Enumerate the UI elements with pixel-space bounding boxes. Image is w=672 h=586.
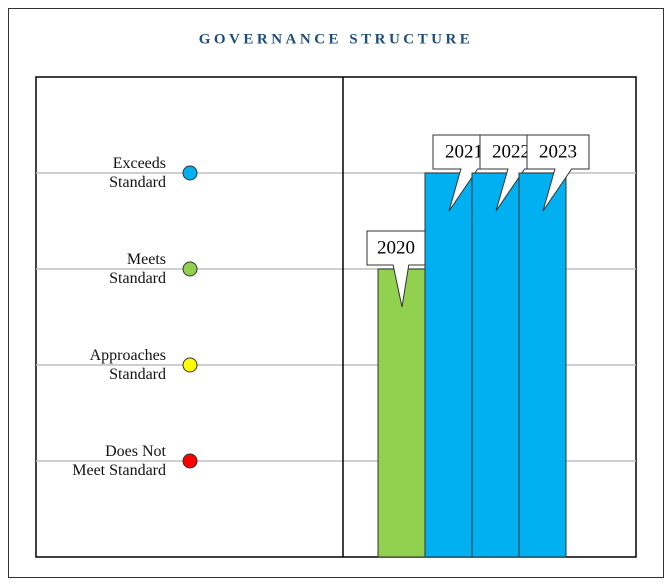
data-label: 2021	[445, 141, 483, 162]
callout	[526, 134, 590, 212]
plot-frame	[35, 76, 637, 558]
chart-title: GOVERNANCE STRUCTURE	[199, 31, 474, 47]
y-tick-label: Exceeds Standard	[109, 155, 166, 191]
level-marker	[182, 165, 198, 181]
level-marker	[182, 261, 198, 277]
y-tick-label: Approaches Standard	[89, 347, 166, 383]
data-label: 2022	[492, 141, 530, 162]
data-label: 2020	[377, 237, 415, 258]
bar	[518, 172, 567, 558]
data-label: 2023	[539, 141, 577, 162]
level-marker	[182, 453, 198, 469]
level-marker	[182, 357, 198, 373]
bar	[424, 172, 473, 558]
bar	[471, 172, 520, 558]
y-tick-label: Meets Standard	[109, 251, 166, 287]
y-tick-label: Does Not Meet Standard	[72, 443, 166, 479]
bar	[377, 268, 426, 558]
